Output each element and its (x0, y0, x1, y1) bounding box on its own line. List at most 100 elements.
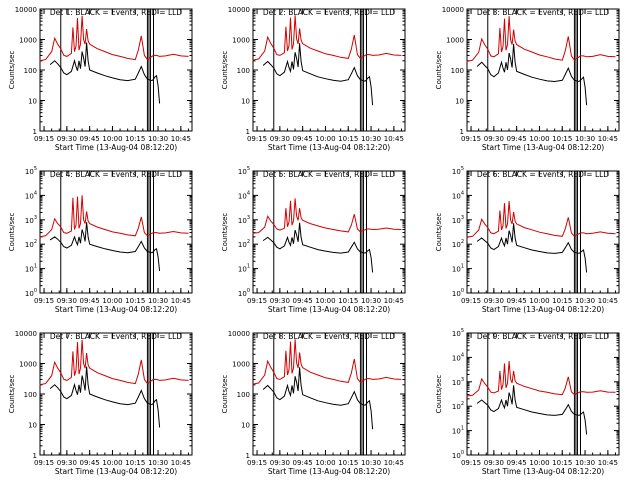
plot-frame (39, 8, 193, 132)
y-tick-label: 100 (25, 288, 37, 298)
x-tick-label: 10:15 (552, 297, 572, 305)
series-lld-line (466, 16, 616, 62)
x-axis-label: Start Time (13-Aug-04 08:12:20) (55, 305, 177, 314)
chart-title: Det 7: BLACK = Events, RED = LLD (50, 332, 182, 341)
y-axis-label: Counts/sec (221, 213, 229, 252)
chart-title: Det 5: BLACK = Events, RED = LLD (263, 170, 395, 179)
y-tick-label: 100 (452, 450, 464, 460)
y-tick-label: 1 (246, 128, 250, 136)
x-tick-label: 10:15 (338, 459, 358, 467)
x-tick-label: 10:45 (384, 135, 404, 143)
x-tick-label: 10:30 (361, 459, 381, 467)
y-tick-label: 105 (452, 166, 464, 176)
x-tick-label: 10:00 (529, 297, 549, 305)
y-tick-label: 104 (452, 190, 464, 200)
series-events-line (262, 367, 374, 430)
x-tick-label: 10:00 (102, 135, 122, 143)
plot-frame (39, 170, 193, 294)
x-tick-label: 09:45 (507, 135, 527, 143)
x-tick-label: 09:45 (80, 135, 100, 143)
x-tick-label: 10:45 (384, 297, 404, 305)
detector-panel-2: 1 10 100 1000 10000 09:15 09:30 09:45 10:00 10:15… (221, 6, 406, 152)
plot-frame (252, 8, 406, 132)
x-tick-label: 10:15 (338, 135, 358, 143)
y-tick-label: 10000 (228, 6, 250, 14)
series-events-line (476, 43, 588, 106)
y-axis-label: Counts/sec (8, 375, 16, 414)
x-tick-label: 10:45 (598, 459, 618, 467)
y-tick-label: 10 (241, 422, 250, 430)
x-tick-label: 10:15 (338, 297, 358, 305)
y-tick-label: 10000 (15, 330, 37, 338)
series-lld-line (252, 15, 402, 61)
y-tick-label: 105 (452, 328, 464, 338)
series-lld-line (39, 15, 189, 62)
x-tick-label: 09:15 (247, 135, 267, 143)
plot-frame (466, 332, 620, 456)
x-tick-label: 10:45 (598, 297, 618, 305)
series-events-line (476, 385, 588, 435)
x-tick-label: 09:15 (461, 135, 481, 143)
y-tick-label: 100 (24, 67, 37, 75)
x-tick-label: 10:15 (125, 297, 145, 305)
y-tick-label: 10000 (442, 6, 464, 14)
y-tick-label: 1000 (19, 361, 37, 369)
chart-title: Det 4: BLACK = Events, RED = LLD (50, 170, 182, 179)
x-tick-label: 09:30 (270, 297, 290, 305)
x-tick-label: 09:45 (293, 459, 313, 467)
x-tick-label: 09:45 (507, 459, 527, 467)
y-axis-label: Counts/sec (435, 375, 443, 414)
y-tick-label: 10 (28, 98, 37, 106)
chart-title: Det 8: BLACK = Events, RED = LLD (263, 332, 395, 341)
y-axis-label: Counts/sec (435, 51, 443, 90)
chart-title: Det 1: BLACK = Events, RED = LLD (50, 8, 182, 17)
y-tick-label: 1000 (232, 37, 250, 45)
x-tick-label: 09:15 (461, 459, 481, 467)
y-tick-label: 10 (241, 98, 250, 106)
y-tick-label: 1000 (446, 37, 464, 45)
chart-title: Det 6: BLACK = Events, RED = LLD (477, 170, 609, 179)
y-axis-label: Counts/sec (221, 375, 229, 414)
y-tick-label: 1000 (19, 37, 37, 45)
x-tick-label: 09:15 (34, 297, 54, 305)
plot-frame (252, 332, 406, 456)
x-axis-label: Start Time (13-Aug-04 08:12:20) (482, 305, 604, 314)
series-lld-line (39, 339, 189, 386)
plot-frame (466, 170, 620, 294)
x-tick-label: 10:00 (529, 135, 549, 143)
y-tick-label: 10 (455, 98, 464, 106)
x-tick-label: 09:45 (293, 297, 313, 305)
x-tick-label: 09:45 (293, 135, 313, 143)
y-tick-label: 102 (238, 239, 250, 249)
y-tick-label: 100 (24, 391, 37, 399)
y-tick-label: 101 (452, 264, 464, 274)
y-tick-label: 100 (238, 288, 250, 298)
series-events-line (262, 43, 374, 106)
x-tick-label: 09:30 (484, 135, 504, 143)
x-tick-label: 09:15 (34, 135, 54, 143)
chart-title: Det 3: BLACK = Events, RED = LLD (477, 8, 609, 17)
y-tick-label: 100 (237, 391, 250, 399)
x-tick-label: 09:30 (484, 297, 504, 305)
x-tick-label: 10:15 (125, 459, 145, 467)
y-tick-label: 1 (246, 452, 250, 460)
x-axis-label: Start Time (13-Aug-04 08:12:20) (268, 143, 390, 152)
x-axis-label: Start Time (13-Aug-04 08:12:20) (268, 467, 390, 476)
x-tick-label: 10:30 (148, 459, 168, 467)
plot-frame (466, 8, 620, 132)
x-axis-label: Start Time (13-Aug-04 08:12:20) (55, 467, 177, 476)
x-tick-label: 10:00 (102, 297, 122, 305)
x-tick-label: 10:45 (171, 135, 191, 143)
y-axis-label: Counts/sec (221, 51, 229, 90)
x-tick-label: 09:30 (57, 135, 77, 143)
x-tick-label: 10:30 (575, 135, 595, 143)
x-tick-label: 10:00 (315, 297, 335, 305)
y-axis-label: Counts/sec (8, 51, 16, 90)
y-tick-label: 10000 (15, 6, 37, 14)
y-tick-label: 102 (25, 239, 37, 249)
y-axis-label: Counts/sec (435, 213, 443, 252)
y-tick-label: 101 (25, 264, 37, 274)
